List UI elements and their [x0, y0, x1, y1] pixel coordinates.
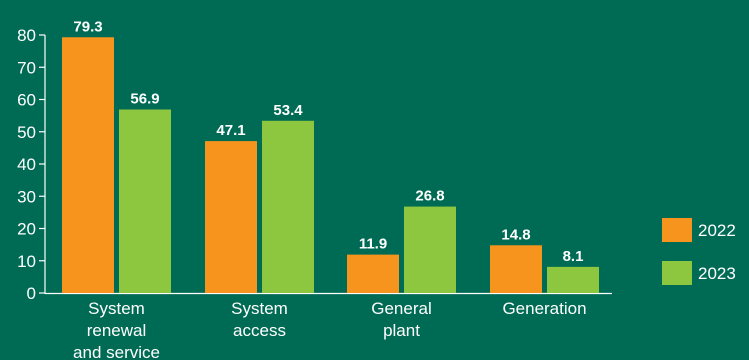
y-tick-label: 80: [17, 26, 36, 45]
bar-2022-2: [347, 254, 399, 293]
legend-swatch-2022: [662, 218, 692, 242]
y-tick-label: 50: [17, 123, 36, 142]
legend-swatch-2023: [662, 261, 692, 285]
data-label: 14.8: [501, 226, 530, 243]
data-label: 56.9: [130, 90, 159, 107]
y-tick-label: 40: [17, 155, 36, 174]
y-tick-label: 0: [27, 284, 36, 303]
y-tick-label: 10: [17, 252, 36, 271]
y-tick-label: 60: [17, 91, 36, 110]
x-category-label: System renewal and service: [73, 299, 160, 360]
data-label: 47.1: [216, 122, 245, 139]
x-category-label: System access: [231, 299, 288, 340]
bars: 79.3 47.1 11.9 14.8 56.9 53.4 26.8 8.1: [62, 18, 599, 293]
y-tick-label: 70: [17, 58, 36, 77]
bar-2023-1: [262, 120, 314, 293]
data-label: 53.4: [273, 102, 303, 119]
x-category-label: Generation: [502, 299, 586, 318]
bar-2022-1: [205, 141, 257, 293]
bar-2023-2: [404, 206, 456, 293]
data-label: 11.9: [359, 236, 387, 253]
data-label: 8.1: [563, 248, 584, 265]
data-label: 26.8: [415, 188, 444, 205]
x-axis: System renewal and service System access Gene…: [45, 292, 612, 360]
data-label: 79.3: [73, 18, 102, 35]
x-category-label: General plant: [371, 299, 431, 340]
y-tick-label: 20: [17, 220, 36, 239]
legend-label-2022: 2022: [698, 221, 736, 240]
y-tick-label: 30: [17, 187, 36, 206]
bar-2023-3: [547, 266, 599, 293]
y-axis: 0 10 20 30 40 50 60 70 80: [17, 26, 46, 303]
legend-label-2023: 2023: [698, 264, 736, 283]
bar-2022-0: [62, 37, 114, 293]
bar-2023-0: [119, 109, 171, 293]
bar-2022-3: [490, 245, 542, 293]
legend: 2022 2023: [662, 218, 736, 285]
